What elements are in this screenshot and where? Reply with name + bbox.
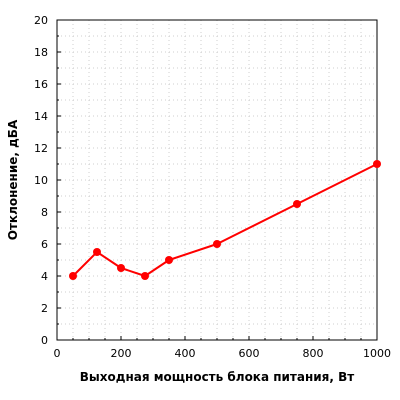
x-tick-labels: 0 200 400 600 800 1000 [54,347,392,360]
x-tick-label: 1000 [363,347,391,360]
grid [57,20,377,340]
y-tick-label: 10 [34,174,48,187]
y-tick-label: 8 [41,206,48,219]
y-tick-label: 16 [34,78,48,91]
data-point [93,248,101,256]
y-tick-label: 14 [34,110,48,123]
y-tick-label: 18 [34,46,48,59]
y-tick-labels: 0 2 4 6 8 10 12 14 16 18 20 [34,14,48,347]
y-tick-label: 6 [41,238,48,251]
series-layer [69,160,381,280]
data-point [293,200,301,208]
data-point [141,272,149,280]
y-tick-label: 20 [34,14,48,27]
data-point [373,160,381,168]
series-line [72,163,378,277]
data-point [165,256,173,264]
x-tick-label: 800 [303,347,324,360]
data-point [69,272,77,280]
data-point [117,264,125,272]
y-axis-title: Отклонение, дБА [6,119,20,240]
y-tick-label: 4 [41,270,48,283]
x-axis-title: Выходная мощность блока питания, Вт [80,370,355,384]
x-tick-label: 0 [54,347,61,360]
y-tick-label: 2 [41,302,48,315]
axis-ticks [56,19,378,341]
x-tick-label: 400 [175,347,196,360]
x-tick-label: 600 [239,347,260,360]
data-point [213,240,221,248]
y-tick-label: 12 [34,142,48,155]
y-tick-label: 0 [41,334,48,347]
x-tick-label: 200 [111,347,132,360]
